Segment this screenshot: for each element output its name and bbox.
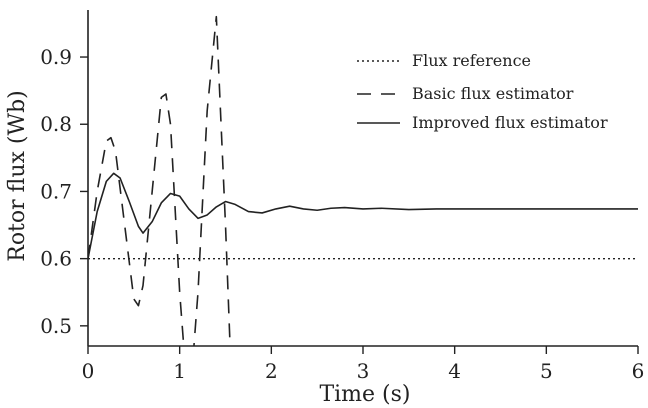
x-tick-label-1: 1 (173, 359, 186, 383)
series-group (88, 15, 638, 346)
legend-label-improved-flux-estimator: Improved flux estimator (412, 113, 608, 132)
y-tick-label-3: 0.8 (40, 112, 72, 136)
y-axis-label: Rotor flux (Wb) (5, 90, 30, 262)
x-tick-label-2: 2 (265, 359, 278, 383)
x-tick-label-6: 6 (632, 359, 645, 383)
y-tick-label-0: 0.5 (40, 314, 72, 338)
x-tick-label-0: 0 (82, 359, 95, 383)
legend-label-basic-flux-estimator: Basic flux estimator (412, 84, 574, 103)
series-line-improved-flux-estimator (88, 172, 638, 259)
x-ticks: 0 1 2 3 4 5 6 (82, 346, 645, 383)
x-axis-label: Time (s) (319, 382, 410, 407)
x-tick-label-3: 3 (357, 359, 370, 383)
legend: Flux reference Basic flux estimator Impr… (357, 51, 608, 132)
y-tick-label-1: 0.6 (40, 247, 72, 271)
y-tick-label-4: 0.9 (40, 45, 72, 69)
series-line-basic-flux-estimator (88, 15, 231, 346)
legend-label-flux-reference: Flux reference (412, 51, 531, 70)
plot-layer (88, 15, 638, 346)
y-tick-label-2: 0.7 (40, 179, 72, 203)
y-ticks: 0.5 0.6 0.7 0.8 0.9 (40, 45, 88, 338)
x-tick-label-5: 5 (540, 359, 553, 383)
x-tick-label-4: 4 (448, 359, 461, 383)
